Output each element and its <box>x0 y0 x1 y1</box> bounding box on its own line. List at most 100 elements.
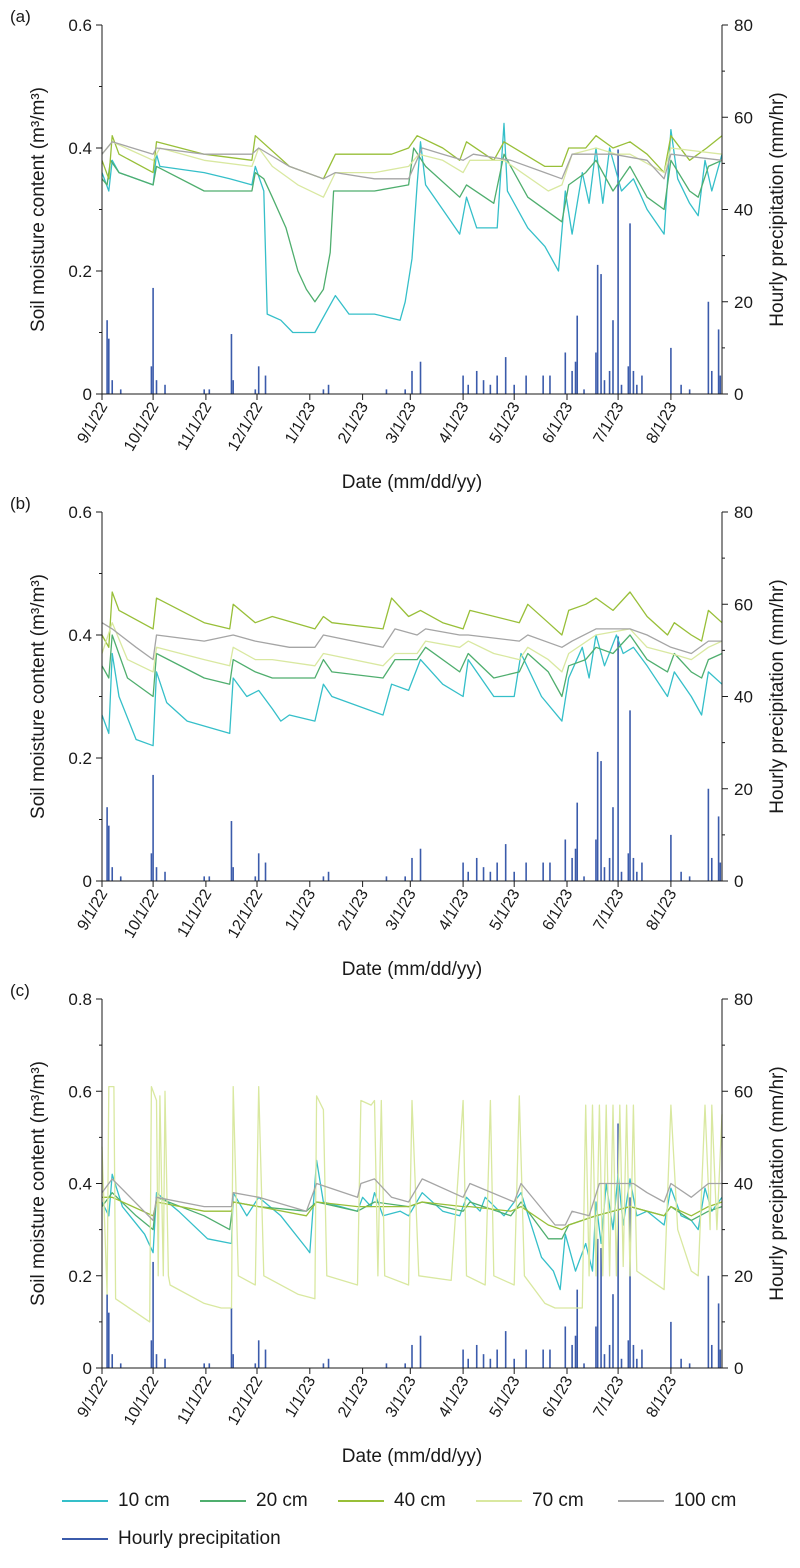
y-tick-label: 0.6 <box>68 503 92 522</box>
x-tick-label: 3/1/23 <box>383 1373 420 1420</box>
x-tick-label: 9/1/22 <box>74 399 111 446</box>
y2-tick-label: 40 <box>734 201 753 220</box>
x-tick-label: 12/1/22 <box>225 399 266 454</box>
x-tick-label: 1/1/23 <box>282 886 319 933</box>
y2-tick-label: 0 <box>734 385 743 404</box>
chart-panel-1: (a) 0 0.2 0.4 0.6 0 20 40 60 80 9/1/22 10/1/22 11/1/… <box>10 7 788 493</box>
legend-label-precipitation: Hourly precipitation <box>118 1528 281 1549</box>
y-axis-title: Soil moisture content (m³/m³) <box>28 574 49 819</box>
legend-item-70cm: 70 cm <box>476 1490 584 1512</box>
y2-tick-label: 40 <box>734 688 753 707</box>
series-line-10cm <box>101 634 723 747</box>
x-tick-label: 10/1/22 <box>121 1373 162 1428</box>
legend-label-10cm: 10 cm <box>118 1490 170 1511</box>
x-axis-title: Date (mm/dd/yy) <box>342 1446 482 1467</box>
legend-label-20cm: 20 cm <box>256 1490 308 1511</box>
legend-swatch-10cm <box>62 1500 108 1502</box>
x-tick-label: 4/1/23 <box>436 1373 473 1420</box>
precipitation-bars <box>106 636 722 881</box>
series-line-100cm <box>101 1178 722 1226</box>
y2-axis-title: Hourly precipitation (mm/hr) <box>767 1066 788 1300</box>
legend-item-100cm: 100 cm <box>618 1490 736 1512</box>
legend-label-70cm: 70 cm <box>532 1490 584 1511</box>
x-tick-label: 7/1/23 <box>591 886 628 933</box>
y2-tick-label: 40 <box>734 1175 753 1194</box>
chart-panel-2: (b) 0 0.2 0.4 0.6 0 20 40 60 80 9/1/22 10/1/22 11/1/… <box>10 494 788 980</box>
y2-tick-label: 60 <box>734 595 753 614</box>
legend-item-precipitation: Hourly precipitation <box>62 1528 281 1550</box>
x-tick-label: 6/1/23 <box>539 1373 576 1420</box>
x-tick-label: 6/1/23 <box>539 886 576 933</box>
x-tick-label: 9/1/22 <box>74 1373 111 1420</box>
panel-label: (a) <box>10 7 31 26</box>
x-tick-label: 10/1/22 <box>121 886 162 941</box>
x-tick-label: 4/1/23 <box>436 886 473 933</box>
x-tick-label: 12/1/22 <box>225 886 266 941</box>
legend-swatch-40cm <box>338 1500 384 1502</box>
legend-swatch-20cm <box>200 1500 246 1502</box>
y-tick-label: 0 <box>83 1359 92 1378</box>
x-tick-label: 8/1/23 <box>643 886 680 933</box>
series-line-100cm <box>101 622 722 661</box>
panel-label: (b) <box>10 494 31 513</box>
x-tick-label: 10/1/22 <box>121 399 162 454</box>
x-tick-label: 11/1/22 <box>175 886 216 940</box>
legend: 10 cm 20 cm 40 cm 70 cm 100 cm Hourly pr… <box>0 1486 800 1566</box>
y-tick-label: 0.2 <box>68 749 92 768</box>
legend-swatch-100cm <box>618 1500 664 1502</box>
x-tick-label: 11/1/22 <box>175 399 216 453</box>
x-tick-label: 1/1/23 <box>282 1373 319 1420</box>
legend-item-10cm: 10 cm <box>62 1490 170 1512</box>
y-tick-label: 0.2 <box>68 1267 92 1286</box>
x-tick-label: 8/1/23 <box>643 399 680 446</box>
x-tick-label: 5/1/23 <box>487 1373 524 1420</box>
x-tick-label: 5/1/23 <box>487 399 524 446</box>
legend-swatch-70cm <box>476 1500 522 1502</box>
y2-axis-title: Hourly precipitation (mm/hr) <box>767 92 788 326</box>
legend-label-40cm: 40 cm <box>394 1490 446 1511</box>
y2-tick-label: 60 <box>734 1082 753 1101</box>
y-tick-label: 0.6 <box>68 16 92 35</box>
legend-item-20cm: 20 cm <box>200 1490 308 1512</box>
x-tick-label: 8/1/23 <box>643 1373 680 1420</box>
x-axis-title: Date (mm/dd/yy) <box>342 959 482 980</box>
y-tick-label: 0 <box>83 385 92 404</box>
y2-tick-label: 80 <box>734 990 753 1009</box>
series-line-70cm <box>101 622 723 673</box>
panel-label: (c) <box>10 981 30 1000</box>
y-tick-label: 0.6 <box>68 1082 92 1101</box>
precipitation-bars <box>106 149 722 394</box>
y2-tick-label: 80 <box>734 16 753 35</box>
y-tick-label: 0.2 <box>68 262 92 281</box>
series-line-40cm <box>101 591 723 648</box>
y2-axis-title: Hourly precipitation (mm/hr) <box>767 579 788 813</box>
x-tick-label: 6/1/23 <box>539 399 576 446</box>
x-tick-label: 7/1/23 <box>591 1373 628 1420</box>
series-line-40cm <box>101 135 723 180</box>
y2-tick-label: 0 <box>734 1359 743 1378</box>
y2-tick-label: 20 <box>734 1267 753 1286</box>
x-axis-title: Date (mm/dd/yy) <box>342 472 482 493</box>
y-tick-label: 0 <box>83 872 92 891</box>
x-tick-label: 4/1/23 <box>436 399 473 446</box>
legend-swatch-precipitation <box>62 1538 108 1540</box>
chart-panel-3: (c) 0 0.2 0.4 0.6 0.8 0 20 40 60 80 9/1/22 10/1/22 11… <box>10 981 788 1467</box>
legend-item-40cm: 40 cm <box>338 1490 446 1512</box>
x-tick-label: 3/1/23 <box>383 886 420 933</box>
x-tick-label: 2/1/23 <box>335 1373 372 1420</box>
x-tick-label: 5/1/23 <box>487 886 524 933</box>
y-tick-label: 0.4 <box>68 626 92 645</box>
x-tick-label: 12/1/22 <box>225 1373 266 1428</box>
series-line-20cm <box>101 634 723 698</box>
x-tick-label: 11/1/22 <box>175 1373 216 1427</box>
x-tick-label: 3/1/23 <box>383 399 420 446</box>
y-axis-title: Soil moisture content (m³/m³) <box>28 1061 49 1306</box>
y2-tick-label: 0 <box>734 872 743 891</box>
x-tick-label: 9/1/22 <box>74 886 111 933</box>
x-tick-label: 1/1/23 <box>282 399 319 446</box>
series-line-100cm <box>101 141 723 180</box>
y2-tick-label: 20 <box>734 780 753 799</box>
series-line-40cm <box>102 1196 723 1231</box>
x-tick-label: 2/1/23 <box>335 399 372 446</box>
